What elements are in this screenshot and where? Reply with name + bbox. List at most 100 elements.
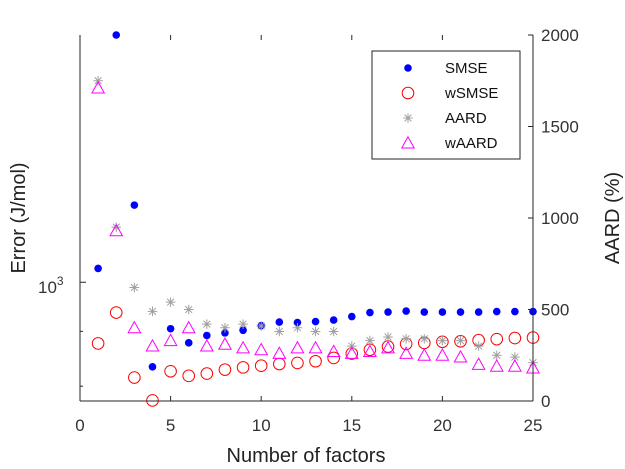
y-axis-left-label: Error (J/mol) bbox=[8, 162, 30, 273]
legend-marker-waard bbox=[400, 135, 416, 149]
y-right-tick-label-0: 0 bbox=[541, 392, 550, 411]
point-waard-9 bbox=[236, 340, 251, 354]
point-waard-15 bbox=[344, 346, 359, 359]
point-waard-11 bbox=[272, 346, 287, 359]
point-aard-4 bbox=[147, 306, 158, 317]
point-smse-6 bbox=[184, 339, 193, 347]
point-smse-2 bbox=[112, 31, 121, 39]
point-aard-24 bbox=[510, 352, 520, 362]
y-right-tick-label-1500: 1500 bbox=[541, 118, 579, 137]
chart-marks bbox=[91, 31, 541, 407]
point-waard-18 bbox=[399, 346, 414, 359]
point-smse-11 bbox=[275, 318, 284, 326]
point-waard-23 bbox=[489, 359, 504, 372]
point-waard-7 bbox=[199, 338, 214, 352]
y-left-tick-exponent: 3 bbox=[57, 274, 64, 288]
point-waard-1 bbox=[91, 80, 106, 94]
point-aard-13 bbox=[310, 326, 321, 337]
point-smse-21 bbox=[456, 308, 465, 316]
point-aard-16 bbox=[365, 335, 375, 346]
point-smse-20 bbox=[438, 308, 447, 316]
point-waard-2 bbox=[109, 223, 124, 237]
point-wsmse-13 bbox=[309, 354, 322, 368]
point-aard-6 bbox=[183, 304, 194, 315]
point-waard-5 bbox=[163, 333, 178, 347]
legend-box bbox=[371, 50, 521, 160]
point-wsmse-9 bbox=[236, 361, 250, 374]
point-waard-6 bbox=[181, 320, 196, 334]
x-tick-label-5: 5 bbox=[166, 416, 175, 435]
point-smse-19 bbox=[420, 308, 429, 316]
point-aard-21 bbox=[455, 335, 466, 346]
point-aard-23 bbox=[491, 350, 502, 361]
point-smse-13 bbox=[311, 317, 320, 326]
point-aard-2 bbox=[111, 222, 122, 232]
point-wsmse-24 bbox=[508, 331, 522, 345]
point-waard-22 bbox=[471, 357, 486, 370]
point-smse-23 bbox=[492, 307, 501, 316]
series-waard bbox=[91, 80, 541, 374]
point-waard-12 bbox=[290, 340, 305, 354]
point-aard-12 bbox=[292, 323, 303, 333]
x-tick-label-10: 10 bbox=[252, 416, 271, 435]
point-waard-21 bbox=[453, 349, 468, 363]
x-axis-label: Number of factors bbox=[227, 445, 386, 467]
x-tick-label-20: 20 bbox=[433, 416, 452, 435]
point-smse-24 bbox=[511, 307, 519, 316]
x-tick-label-0: 0 bbox=[75, 416, 84, 435]
point-aard-9 bbox=[238, 319, 248, 329]
point-aard-10 bbox=[256, 321, 266, 331]
point-wsmse-7 bbox=[200, 367, 214, 380]
y-right-tick-label-2000: 2000 bbox=[541, 26, 579, 45]
point-smse-1 bbox=[94, 264, 102, 273]
point-smse-7 bbox=[203, 331, 211, 340]
point-wsmse-1 bbox=[91, 337, 105, 350]
point-wsmse-2 bbox=[109, 306, 123, 319]
y-axis-right-label: AARD (%) bbox=[602, 172, 624, 264]
point-waard-3 bbox=[127, 320, 142, 334]
point-aard-5 bbox=[165, 297, 176, 307]
point-smse-12 bbox=[293, 318, 302, 327]
legend-label-wsmse: wSMSE bbox=[444, 85, 498, 102]
point-wsmse-6 bbox=[182, 369, 196, 383]
point-smse-15 bbox=[348, 312, 356, 321]
point-waard-20 bbox=[435, 348, 450, 361]
point-wsmse-10 bbox=[254, 359, 268, 372]
point-waard-16 bbox=[362, 344, 377, 358]
x-tick-label-25: 25 bbox=[524, 416, 543, 435]
point-waard-24 bbox=[507, 359, 522, 372]
point-aard-3 bbox=[129, 282, 140, 293]
point-waard-19 bbox=[417, 348, 432, 361]
point-waard-14 bbox=[326, 344, 341, 358]
point-wsmse-14 bbox=[327, 351, 340, 365]
point-wsmse-8 bbox=[218, 363, 232, 376]
point-aard-14 bbox=[328, 326, 339, 337]
point-smse-22 bbox=[474, 308, 483, 316]
legend-marker-smse bbox=[404, 64, 412, 72]
point-aard-22 bbox=[473, 341, 484, 351]
chart-ticks: 0 5 10 15 20 25 0 500 1000 1500 2000 bbox=[75, 26, 579, 435]
chart-legend: SMSE wSMSE AARD wAARD bbox=[371, 50, 521, 160]
point-wsmse-3 bbox=[128, 371, 141, 384]
legend-marker-wsmse bbox=[401, 86, 415, 100]
point-smse-3 bbox=[130, 201, 139, 209]
point-wsmse-21 bbox=[454, 334, 467, 348]
y-left-tick-label: 103 bbox=[38, 274, 64, 297]
point-waard-17 bbox=[380, 340, 396, 354]
point-smse-17 bbox=[384, 308, 392, 316]
point-aard-17 bbox=[383, 332, 393, 342]
legend-label-waard: wAARD bbox=[444, 135, 498, 152]
point-wsmse-4 bbox=[146, 394, 159, 407]
point-aard-7 bbox=[202, 319, 212, 329]
point-smse-5 bbox=[166, 324, 175, 333]
point-aard-15 bbox=[347, 341, 357, 351]
point-aard-20 bbox=[437, 335, 448, 346]
legend-label-aard: AARD bbox=[445, 110, 487, 127]
point-wsmse-23 bbox=[490, 332, 504, 346]
point-aard-18 bbox=[401, 333, 411, 344]
point-aard-8 bbox=[220, 323, 230, 333]
point-aard-11 bbox=[274, 326, 285, 337]
point-waard-10 bbox=[254, 342, 269, 356]
